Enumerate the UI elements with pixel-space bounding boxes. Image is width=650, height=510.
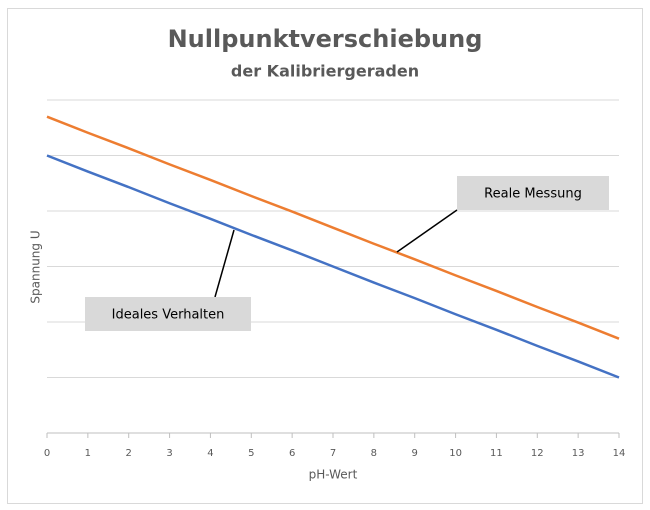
chart-subtitle: der Kalibriergeraden xyxy=(231,62,419,81)
x-tick-label: 1 xyxy=(85,448,91,459)
chart-border xyxy=(7,8,643,504)
series-line xyxy=(46,115,620,340)
annotation-leader xyxy=(396,209,458,253)
x-tick-label: 8 xyxy=(371,448,377,459)
chart-title: Nullpunktverschiebung xyxy=(168,25,483,53)
x-tick-label: 5 xyxy=(248,448,254,459)
x-tick-label: 3 xyxy=(166,448,172,459)
x-tick-label: 13 xyxy=(572,448,585,459)
x-tick-label: 12 xyxy=(531,448,544,459)
x-tick-label: 14 xyxy=(613,448,626,459)
x-tick-label: 11 xyxy=(490,448,503,459)
x-tick-label: 10 xyxy=(449,448,462,459)
x-tick-label: 0 xyxy=(44,448,50,459)
x-axis-title: pH-Wert xyxy=(309,468,358,482)
x-tick-label: 4 xyxy=(207,448,213,459)
annotation-leader xyxy=(214,229,235,298)
y-axis-title: Spannung U xyxy=(29,230,43,303)
x-tick-label: 7 xyxy=(330,448,336,459)
annotation-text: Ideales Verhalten xyxy=(112,308,225,323)
x-tick-label: 6 xyxy=(289,448,295,459)
annotation-text: Reale Messung xyxy=(484,187,582,202)
x-tick-label: 2 xyxy=(126,448,132,459)
annotation-box xyxy=(85,297,251,331)
series-line xyxy=(46,154,620,379)
x-tick-label: 9 xyxy=(412,448,418,459)
annotation-box xyxy=(457,176,609,210)
